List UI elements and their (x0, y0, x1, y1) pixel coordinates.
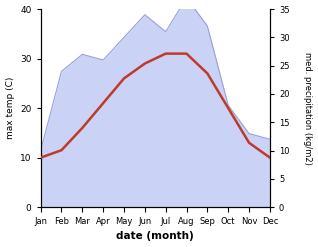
Y-axis label: med. precipitation (kg/m2): med. precipitation (kg/m2) (303, 52, 313, 165)
Y-axis label: max temp (C): max temp (C) (5, 77, 15, 139)
X-axis label: date (month): date (month) (116, 231, 194, 242)
